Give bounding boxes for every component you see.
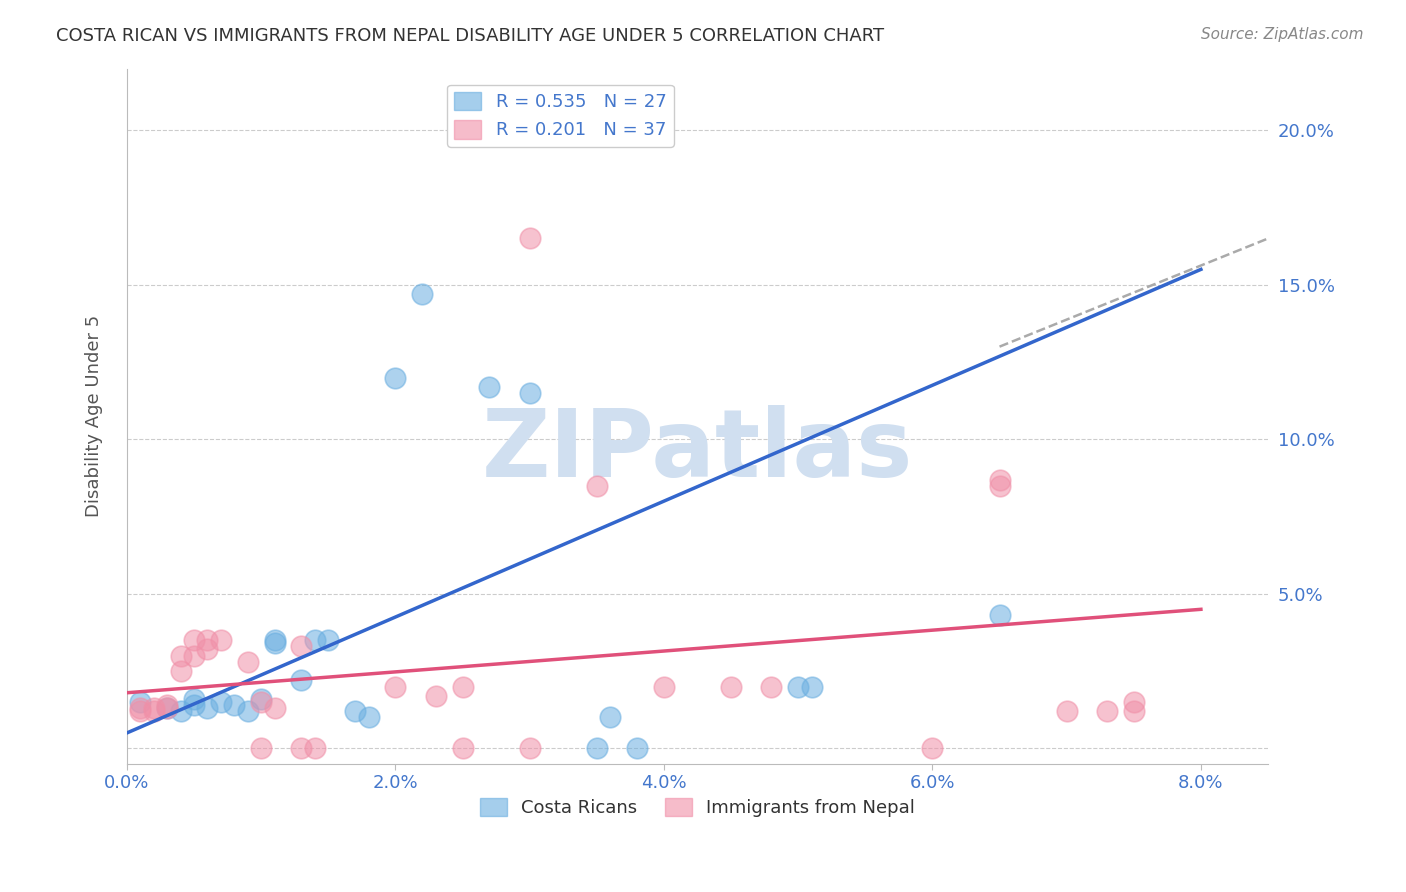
Point — [585, 479, 607, 493]
Point — [1122, 704, 1144, 718]
Point — [425, 689, 447, 703]
Point — [652, 680, 675, 694]
Point — [183, 692, 205, 706]
Point — [290, 741, 312, 756]
Y-axis label: Disability Age Under 5: Disability Age Under 5 — [86, 315, 103, 517]
Point — [250, 692, 273, 706]
Point — [183, 698, 205, 712]
Point — [236, 704, 259, 718]
Point — [519, 741, 541, 756]
Point — [169, 648, 191, 663]
Point — [224, 698, 246, 712]
Point — [129, 704, 152, 718]
Point — [183, 633, 205, 648]
Point — [988, 608, 1011, 623]
Point — [142, 704, 165, 718]
Point — [761, 680, 783, 694]
Point — [263, 633, 285, 648]
Point — [599, 710, 621, 724]
Point — [316, 633, 339, 648]
Point — [250, 695, 273, 709]
Point — [183, 648, 205, 663]
Point — [290, 673, 312, 688]
Legend: Costa Ricans, Immigrants from Nepal: Costa Ricans, Immigrants from Nepal — [472, 790, 922, 824]
Point — [290, 640, 312, 654]
Point — [169, 704, 191, 718]
Point — [451, 741, 474, 756]
Point — [156, 698, 179, 712]
Text: COSTA RICAN VS IMMIGRANTS FROM NEPAL DISABILITY AGE UNDER 5 CORRELATION CHART: COSTA RICAN VS IMMIGRANTS FROM NEPAL DIS… — [56, 27, 884, 45]
Point — [1122, 695, 1144, 709]
Point — [197, 633, 219, 648]
Point — [156, 701, 179, 715]
Point — [519, 231, 541, 245]
Point — [156, 701, 179, 715]
Point — [384, 370, 406, 384]
Point — [357, 710, 380, 724]
Point — [236, 655, 259, 669]
Point — [169, 664, 191, 678]
Point — [250, 741, 273, 756]
Point — [263, 636, 285, 650]
Point — [197, 701, 219, 715]
Point — [585, 741, 607, 756]
Point — [129, 701, 152, 715]
Point — [988, 479, 1011, 493]
Point — [1056, 704, 1078, 718]
Point — [451, 680, 474, 694]
Point — [209, 633, 232, 648]
Point — [197, 642, 219, 657]
Point — [720, 680, 742, 694]
Point — [142, 701, 165, 715]
Point — [263, 701, 285, 715]
Point — [787, 680, 810, 694]
Point — [384, 680, 406, 694]
Point — [921, 741, 943, 756]
Point — [304, 633, 326, 648]
Point — [209, 695, 232, 709]
Point — [519, 386, 541, 401]
Point — [478, 380, 501, 394]
Point — [988, 473, 1011, 487]
Text: Source: ZipAtlas.com: Source: ZipAtlas.com — [1201, 27, 1364, 42]
Point — [344, 704, 367, 718]
Point — [411, 287, 433, 301]
Point — [129, 695, 152, 709]
Text: ZIPatlas: ZIPatlas — [482, 405, 912, 497]
Point — [304, 741, 326, 756]
Point — [626, 741, 648, 756]
Point — [800, 680, 823, 694]
Point — [1095, 704, 1118, 718]
